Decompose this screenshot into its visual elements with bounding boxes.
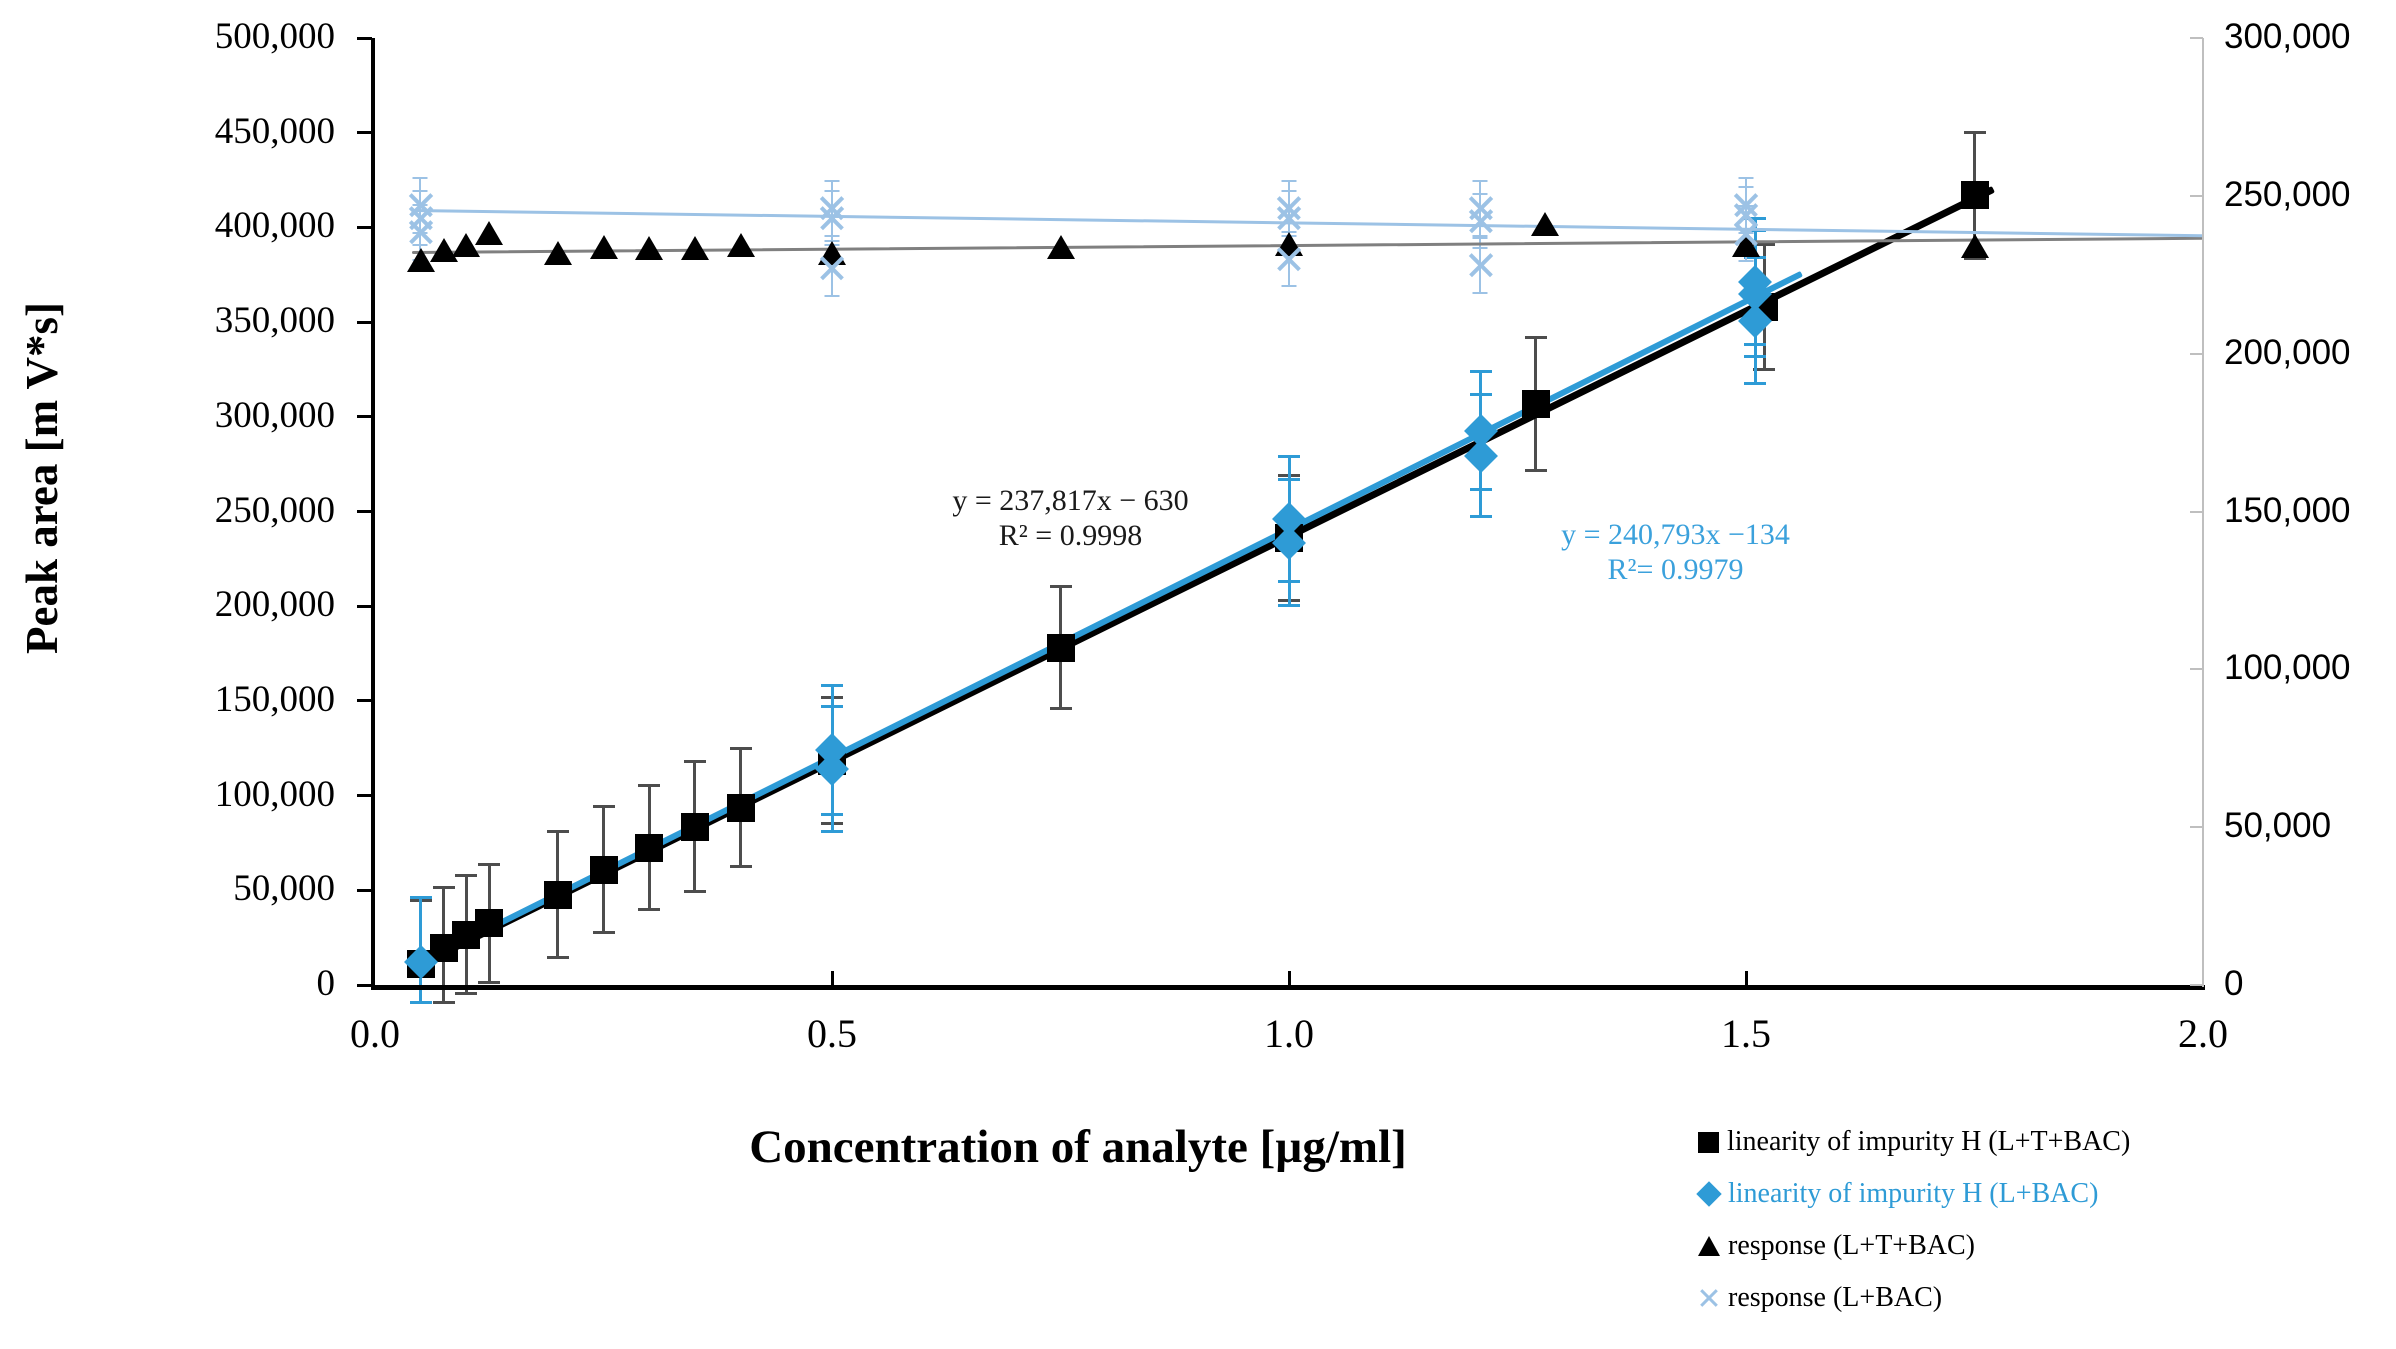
data-point-square [726,793,755,822]
y-left-tick-label: 300,000 [214,394,335,436]
y-left-tick [357,36,372,40]
square-marker-icon [1698,1131,1719,1153]
data-point-triangle [475,220,504,245]
data-point-x [817,253,847,283]
y-left-tick [357,794,372,798]
y-left-tick [357,983,372,987]
r-squared-line: R² = 0.9998 [998,519,1143,553]
data-point-triangle [1046,234,1075,259]
legend-label: response (L+BAC) [1728,1282,1943,1313]
legend-item-response-lbac: response (L+BAC) [1698,1272,2130,1324]
y-left-tick [357,510,372,513]
y-axis-title: Peak area [m V*s] [17,301,67,655]
x-axis-tick-label: 1.0 [1264,1011,1314,1056]
y-left-tick-label: 500,000 [214,16,335,57]
y-right-tick [2190,668,2203,671]
y-right-tick [2190,194,2203,197]
diamond-marker-icon [1696,1181,1722,1207]
y-right-tick-label: 200,000 [2224,332,2351,372]
legend-item-linearity-lbac: linearity of impurity H (L+BAC) [1696,1168,2130,1220]
data-point-x [817,203,847,233]
x-axis-tick-label: 1.5 [1721,1011,1771,1056]
regression-equation-blue: y = 240,793x −134 R²= 0.9979 [1488,517,1863,588]
x-axis-tick [830,971,834,985]
data-point-x [1274,244,1304,274]
y-left-tick-label: 350,000 [214,300,335,342]
data-point-square [1960,181,1989,210]
y-left-tick-label: 150,000 [214,678,335,720]
y-right-tick-label: 250,000 [2224,174,2351,214]
y-left-tick [357,415,372,419]
y-left-tick [357,225,372,229]
y-right-tick [2190,984,2203,986]
y-right-tick-label: 100,000 [2224,648,2351,688]
data-point-square [1521,389,1550,418]
legend-label: linearity of impurity H (L+BAC) [1728,1178,2099,1209]
data-point-square [543,880,572,909]
data-point-x [1274,203,1304,233]
y-right-axis-line [2202,38,2204,987]
y-left-tick-label: 100,000 [214,773,335,815]
y-right-tick [2190,510,2203,513]
data-point-triangle [635,236,664,261]
y-left-tick-label: 250,000 [214,489,335,531]
legend-item-response-ltbac: response (L+T+BAC) [1698,1220,2130,1272]
x-axis-line [371,985,2205,990]
r-squared-line: R²= 0.9979 [1607,553,1744,587]
y-left-tick-label: 400,000 [214,205,335,247]
triangle-marker-icon [1698,1236,1720,1256]
y-left-tick [357,320,372,324]
x-axis-tick-label: 0.0 [350,1011,400,1056]
x-axis-tick-label: 2.0 [2178,1011,2228,1056]
y-right-tick-label: 300,000 [2224,17,2351,56]
data-point-triangle [726,233,755,258]
x-axis-title: Concentration of analyte [µg/ml] [749,1121,1407,1173]
y-left-tick-label: 0 [316,963,336,1004]
data-point-x [1466,250,1496,280]
data-point-square [680,812,709,841]
data-point-square [475,909,504,938]
regression-equation-black: y = 237,817x − 630 R² = 0.9998 [898,483,1243,554]
y-left-tick-label: 450,000 [214,110,335,152]
y-right-tick-label: 0 [2224,964,2244,1003]
y-left-tick [357,888,372,892]
data-point-x [1466,206,1496,236]
data-point-triangle [680,236,709,261]
y-right-tick [2190,37,2203,39]
data-point-x [406,217,436,247]
equation-line: y = 240,793x −134 [1561,518,1790,551]
trendline [411,208,2203,237]
data-point-triangle [1530,212,1559,237]
x-axis-tick-label: 0.5 [807,1011,857,1056]
data-point-triangle [543,241,572,266]
y-left-tick [357,604,372,608]
data-point-square [635,833,664,862]
x-marker-icon [1698,1287,1720,1309]
data-point-square [589,855,618,884]
y-right-tick [2190,352,2203,355]
y-left-axis-line [371,38,375,989]
plot-area [375,38,2203,1004]
equation-line: y = 237,817x − 630 [952,484,1189,517]
x-axis-tick [1287,971,1291,985]
y-right-tick-label: 50,000 [2224,806,2332,846]
data-point-triangle [1960,233,1989,258]
legend-label: response (L+T+BAC) [1728,1230,1975,1261]
data-point-x [1731,219,1761,249]
trendline [410,271,1803,970]
legend-item-linearity-ltbac: linearity of impurity H (L+T+BAC) [1698,1116,2130,1168]
legend: linearity of impurity H (L+T+BAC) linear… [1696,1116,2130,1324]
x-axis-tick [1744,971,1748,985]
legend-label: linearity of impurity H (L+T+BAC) [1727,1126,2131,1157]
y-left-tick-label: 200,000 [214,584,335,626]
y-left-tick [357,699,372,703]
y-left-tick [357,131,372,135]
data-point-square [1046,633,1075,662]
y-right-tick-label: 150,000 [2224,490,2351,530]
y-left-tick-label: 50,000 [233,868,335,910]
data-point-triangle [589,234,618,259]
y-right-tick [2190,826,2203,829]
